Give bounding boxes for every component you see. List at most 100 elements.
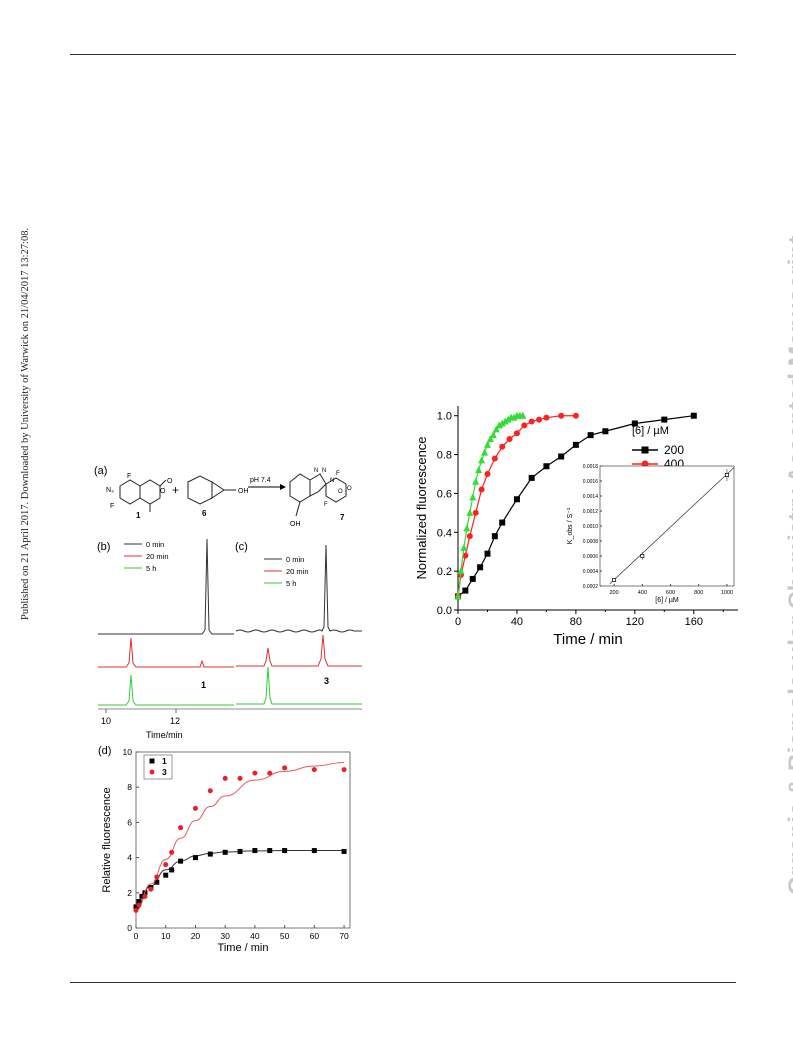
data-point	[139, 893, 145, 899]
atom-label-n3b: N	[330, 478, 334, 484]
x-axis-label: Time / min	[553, 631, 622, 648]
data-point	[513, 430, 520, 437]
inset-x-tick-label: 600	[666, 590, 675, 596]
data-point	[499, 443, 506, 450]
inset-y-label: K_obs / S⁻¹	[567, 507, 574, 544]
panel-b-compound: 1	[201, 680, 206, 690]
inset-plot: 200 400 600 800 1000 0.0002 0.0004 0.0006 0.0008…	[567, 464, 735, 604]
atom-label-f4: F	[324, 502, 328, 508]
reaction-condition: pH 7.4	[250, 477, 271, 484]
chart-normalized-fluorescence: 0 40 80 120 160 0.0 0.2 0.4 0.6 0.8 1.0 Time / min N…	[414, 406, 738, 648]
x-tick-label: 70	[339, 931, 349, 941]
panel-b-legend: 0 min 20 min 5 h	[124, 540, 169, 573]
atom-label-f1: F	[127, 473, 131, 480]
data-point	[498, 419, 506, 427]
hplc-chromatograms: (b) (c) 0 min 20 min 5 h 0 min 20 min 5 …	[97, 538, 362, 740]
trace-b-5h	[98, 674, 234, 706]
data-point	[572, 441, 579, 448]
data-point	[486, 435, 494, 443]
data-point	[495, 421, 503, 429]
data-point	[478, 456, 486, 464]
legend-marker-1	[149, 758, 155, 764]
data-point	[222, 775, 228, 781]
series-1000	[454, 411, 527, 600]
inset-y-tick-label: 0.0002	[583, 584, 599, 590]
trace-c-20min	[236, 634, 362, 667]
series-400	[455, 412, 579, 600]
data-point	[528, 474, 535, 481]
trace-b-20min	[98, 637, 234, 668]
scheme-panel-label: (a)	[94, 465, 107, 477]
data-point	[462, 587, 469, 594]
compound-label-6: 6	[202, 509, 207, 518]
y-tick-label: 1.0	[437, 411, 452, 423]
data-point	[136, 902, 142, 908]
data-point	[148, 886, 154, 892]
data-point	[133, 907, 139, 913]
plus-sign: +	[172, 483, 179, 497]
data-point	[463, 524, 471, 532]
data-point	[481, 448, 489, 456]
legend-marker-3	[149, 769, 155, 775]
data-point	[237, 775, 243, 781]
y-tick-label: 0	[127, 923, 132, 933]
data-point	[282, 765, 288, 771]
data-point	[475, 466, 483, 474]
data-point	[572, 412, 579, 419]
data-point	[587, 432, 594, 439]
data-point	[169, 867, 175, 873]
legend-marker-200	[641, 446, 649, 454]
y-tick-label: 6	[127, 817, 132, 827]
data-point	[462, 552, 469, 559]
atom-label-n1: N	[314, 468, 318, 474]
data-point	[192, 805, 198, 811]
y-axis-label: Normalized fluorescence	[414, 436, 429, 579]
inset-frame	[599, 465, 735, 587]
data-point	[504, 415, 512, 423]
reaction-arrowhead	[280, 484, 286, 490]
data-point	[491, 533, 498, 540]
y-tick-label: 8	[127, 782, 132, 792]
x-tick-label: 80	[570, 616, 582, 628]
inset-data-point	[724, 473, 729, 477]
data-point	[282, 848, 288, 854]
data-point	[521, 422, 528, 429]
data-point	[484, 471, 491, 477]
series-line-400	[457, 415, 576, 597]
data-point	[178, 858, 184, 864]
inset-x-tick-label: 1000	[721, 590, 733, 596]
trace-c-5h	[236, 666, 362, 705]
data-point	[311, 848, 317, 854]
inset-fit-line	[609, 467, 735, 585]
data-point	[661, 416, 668, 423]
legend-label-5h: 5 h	[146, 564, 156, 573]
inset-y-tick-label: 0.0008	[583, 539, 599, 545]
legend-label-0min: 0 min	[146, 540, 164, 549]
atom-label-o2: O	[167, 478, 173, 485]
data-point	[472, 477, 480, 485]
data-point	[207, 851, 213, 857]
inset-y-tick-label: 0.0016	[583, 479, 599, 485]
bcn-structure	[187, 475, 236, 505]
y-tick-label: 0.0	[437, 605, 452, 617]
data-point	[558, 412, 565, 419]
atom-label-o1: O	[160, 488, 166, 495]
x-tick-label: 120	[626, 616, 644, 628]
atom-label-n3: N₃	[106, 487, 114, 494]
data-point	[510, 413, 518, 421]
coumarin-azide-structure	[119, 479, 167, 512]
series-3	[133, 762, 347, 913]
panel-c-compound: 3	[324, 676, 329, 686]
data-point	[492, 425, 500, 433]
y-tick-label: 4	[127, 853, 132, 863]
data-point	[237, 848, 243, 854]
atom-label-o4: O	[347, 486, 352, 492]
data-point	[142, 893, 148, 899]
legend-box	[143, 754, 173, 780]
data-point	[631, 420, 638, 427]
data-point	[558, 453, 565, 460]
data-point	[133, 904, 139, 910]
top-rule	[70, 54, 736, 55]
data-point	[519, 411, 527, 419]
inset-x-tick-label: 800	[694, 590, 703, 596]
